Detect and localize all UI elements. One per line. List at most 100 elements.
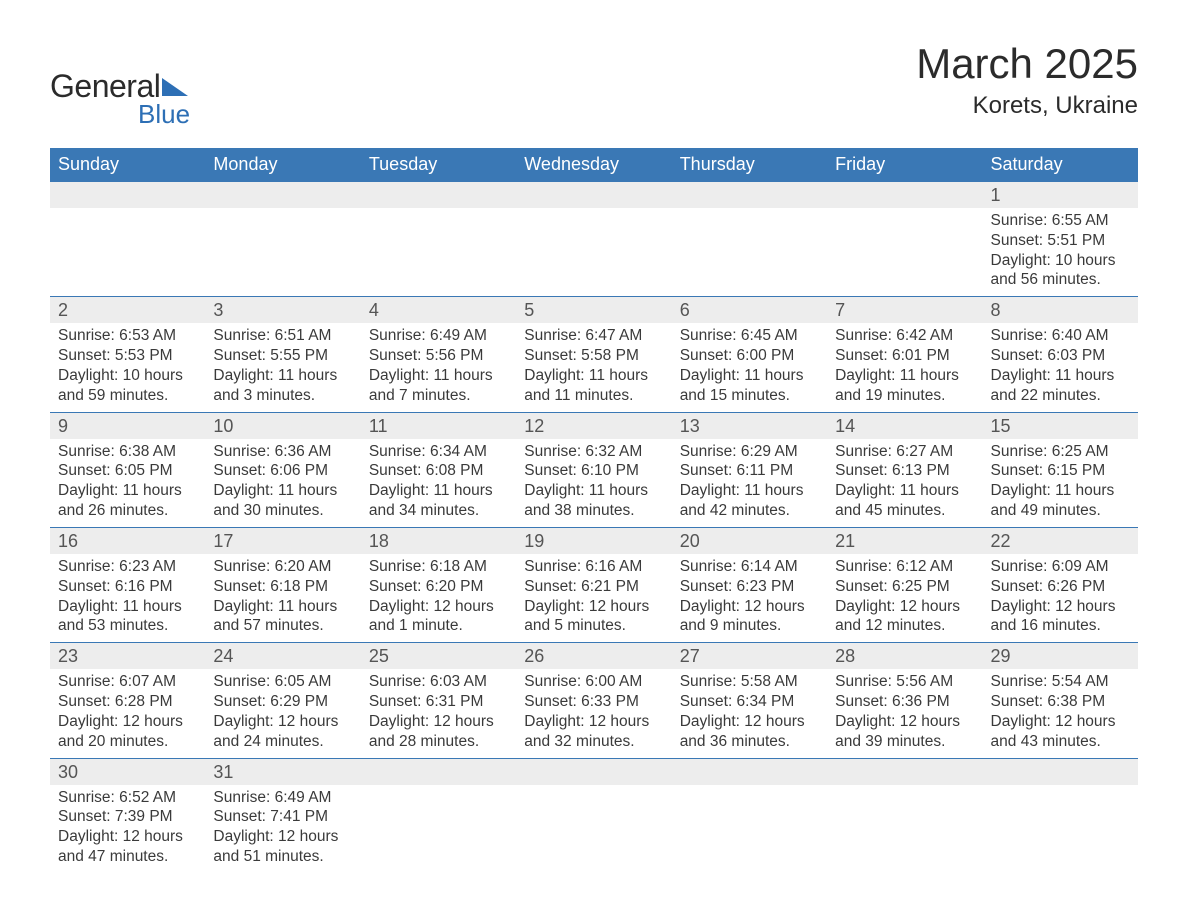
day-body: Sunrise: 6:53 AMSunset: 5:53 PMDaylight:…	[50, 323, 205, 411]
week-row: 16Sunrise: 6:23 AMSunset: 6:16 PMDayligh…	[50, 527, 1138, 642]
day-body: Sunrise: 5:58 AMSunset: 6:34 PMDaylight:…	[672, 669, 827, 757]
sunrise-line: Sunrise: 6:51 AM	[213, 326, 352, 346]
day-number: 30	[50, 759, 205, 785]
day-number: 29	[983, 643, 1138, 669]
sunrise-line: Sunrise: 6:09 AM	[991, 557, 1130, 577]
day-cell: 7Sunrise: 6:42 AMSunset: 6:01 PMDaylight…	[827, 297, 982, 412]
day-cell: 18Sunrise: 6:18 AMSunset: 6:20 PMDayligh…	[361, 527, 516, 642]
day-cell: 26Sunrise: 6:00 AMSunset: 6:33 PMDayligh…	[516, 643, 671, 758]
daylight-line: Daylight: 11 hours and 45 minutes.	[835, 481, 974, 521]
week-row: 23Sunrise: 6:07 AMSunset: 6:28 PMDayligh…	[50, 643, 1138, 758]
day-number	[672, 759, 827, 785]
sunset-line: Sunset: 5:55 PM	[213, 346, 352, 366]
daylight-line: Daylight: 12 hours and 16 minutes.	[991, 597, 1130, 637]
day-body	[672, 785, 827, 845]
sunset-line: Sunset: 6:08 PM	[369, 461, 508, 481]
empty-day-cell	[50, 182, 205, 297]
sunrise-line: Sunrise: 6:40 AM	[991, 326, 1130, 346]
day-body: Sunrise: 6:29 AMSunset: 6:11 PMDaylight:…	[672, 439, 827, 527]
sunrise-line: Sunrise: 6:23 AM	[58, 557, 197, 577]
day-number: 19	[516, 528, 671, 554]
sunrise-line: Sunrise: 6:25 AM	[991, 442, 1130, 462]
sunrise-line: Sunrise: 6:49 AM	[213, 788, 352, 808]
sunset-line: Sunset: 6:01 PM	[835, 346, 974, 366]
daylight-line: Daylight: 12 hours and 24 minutes.	[213, 712, 352, 752]
sunset-line: Sunset: 6:21 PM	[524, 577, 663, 597]
daylight-line: Daylight: 10 hours and 59 minutes.	[58, 366, 197, 406]
day-body: Sunrise: 5:54 AMSunset: 6:38 PMDaylight:…	[983, 669, 1138, 757]
day-number	[205, 182, 360, 208]
day-cell: 15 Sunrise: 6:25 AMSunset: 6:15 PMDayligh…	[983, 412, 1138, 527]
day-number: 11	[361, 413, 516, 439]
sunrise-line: Sunrise: 6:52 AM	[58, 788, 197, 808]
day-cell: 16Sunrise: 6:23 AMSunset: 6:16 PMDayligh…	[50, 527, 205, 642]
day-cell: 5Sunrise: 6:47 AMSunset: 5:58 PMDaylight…	[516, 297, 671, 412]
empty-day-cell	[827, 758, 982, 873]
daylight-line: Daylight: 12 hours and 5 minutes.	[524, 597, 663, 637]
sunrise-line: Sunrise: 6:18 AM	[369, 557, 508, 577]
day-cell: 4Sunrise: 6:49 AMSunset: 5:56 PMDaylight…	[361, 297, 516, 412]
daylight-line: Daylight: 11 hours and 7 minutes.	[369, 366, 508, 406]
sunrise-line: Sunrise: 6:03 AM	[369, 672, 508, 692]
day-cell: 31Sunrise: 6:49 AMSunset: 7:41 PMDayligh…	[205, 758, 360, 873]
sunrise-line: Sunrise: 6:34 AM	[369, 442, 508, 462]
day-number	[516, 759, 671, 785]
sunset-line: Sunset: 7:41 PM	[213, 807, 352, 827]
day-number: 22	[983, 528, 1138, 554]
sunrise-line: Sunrise: 6:38 AM	[58, 442, 197, 462]
day-body: Sunrise: 6:32 AMSunset: 6:10 PMDaylight:…	[516, 439, 671, 527]
sunrise-line: Sunrise: 5:56 AM	[835, 672, 974, 692]
logo: General Blue	[50, 68, 190, 130]
day-cell: 2Sunrise: 6:53 AMSunset: 5:53 PMDaylight…	[50, 297, 205, 412]
weekday-header: Thursday	[672, 148, 827, 182]
day-cell: 11Sunrise: 6:34 AMSunset: 6:08 PMDayligh…	[361, 412, 516, 527]
day-cell: 17Sunrise: 6:20 AMSunset: 6:18 PMDayligh…	[205, 527, 360, 642]
sunset-line: Sunset: 6:15 PM	[991, 461, 1130, 481]
sunset-line: Sunset: 6:23 PM	[680, 577, 819, 597]
sunrise-line: Sunrise: 6:16 AM	[524, 557, 663, 577]
daylight-line: Daylight: 12 hours and 28 minutes.	[369, 712, 508, 752]
day-body: Sunrise: 6:47 AMSunset: 5:58 PMDaylight:…	[516, 323, 671, 411]
day-number: 10	[205, 413, 360, 439]
day-body: Sunrise: 6:18 AMSunset: 6:20 PMDaylight:…	[361, 554, 516, 642]
day-number: 26	[516, 643, 671, 669]
weekday-header: Friday	[827, 148, 982, 182]
day-body: Sunrise: 6:16 AMSunset: 6:21 PMDaylight:…	[516, 554, 671, 642]
day-body: Sunrise: 6:20 AMSunset: 6:18 PMDaylight:…	[205, 554, 360, 642]
sunrise-line: Sunrise: 6:42 AM	[835, 326, 974, 346]
day-body	[516, 785, 671, 845]
day-cell: 22Sunrise: 6:09 AMSunset: 6:26 PMDayligh…	[983, 527, 1138, 642]
daylight-line: Daylight: 11 hours and 49 minutes.	[991, 481, 1130, 521]
day-number: 15	[983, 413, 1138, 439]
day-body: Sunrise: 6:49 AMSunset: 7:41 PMDaylight:…	[205, 785, 360, 873]
day-body: Sunrise: 6:23 AMSunset: 6:16 PMDaylight:…	[50, 554, 205, 642]
weekday-header: Tuesday	[361, 148, 516, 182]
day-body: Sunrise: 6:40 AMSunset: 6:03 PMDaylight:…	[983, 323, 1138, 411]
calendar-table: SundayMondayTuesdayWednesdayThursdayFrid…	[50, 148, 1138, 873]
sunrise-line: Sunrise: 6:32 AM	[524, 442, 663, 462]
day-number: 12	[516, 413, 671, 439]
day-number	[361, 759, 516, 785]
day-cell: 23Sunrise: 6:07 AMSunset: 6:28 PMDayligh…	[50, 643, 205, 758]
day-number: 25	[361, 643, 516, 669]
day-cell: 3Sunrise: 6:51 AMSunset: 5:55 PMDaylight…	[205, 297, 360, 412]
day-number	[672, 182, 827, 208]
sunset-line: Sunset: 6:33 PM	[524, 692, 663, 712]
day-cell: 13Sunrise: 6:29 AMSunset: 6:11 PMDayligh…	[672, 412, 827, 527]
sunset-line: Sunset: 6:00 PM	[680, 346, 819, 366]
sunset-line: Sunset: 6:06 PM	[213, 461, 352, 481]
sunset-line: Sunset: 6:20 PM	[369, 577, 508, 597]
sunrise-line: Sunrise: 6:12 AM	[835, 557, 974, 577]
day-body: Sunrise: 6:05 AMSunset: 6:29 PMDaylight:…	[205, 669, 360, 757]
day-cell: 29Sunrise: 5:54 AMSunset: 6:38 PMDayligh…	[983, 643, 1138, 758]
day-body: Sunrise: 6:07 AMSunset: 6:28 PMDaylight:…	[50, 669, 205, 757]
day-body: Sunrise: 6:52 AMSunset: 7:39 PMDaylight:…	[50, 785, 205, 873]
header: General Blue March 2025 Korets, Ukraine	[50, 40, 1138, 130]
day-number: 2	[50, 297, 205, 323]
day-body	[50, 208, 205, 268]
sunrise-line: Sunrise: 6:00 AM	[524, 672, 663, 692]
day-cell: 30Sunrise: 6:52 AMSunset: 7:39 PMDayligh…	[50, 758, 205, 873]
day-number: 18	[361, 528, 516, 554]
day-body	[361, 785, 516, 845]
day-number: 9	[50, 413, 205, 439]
